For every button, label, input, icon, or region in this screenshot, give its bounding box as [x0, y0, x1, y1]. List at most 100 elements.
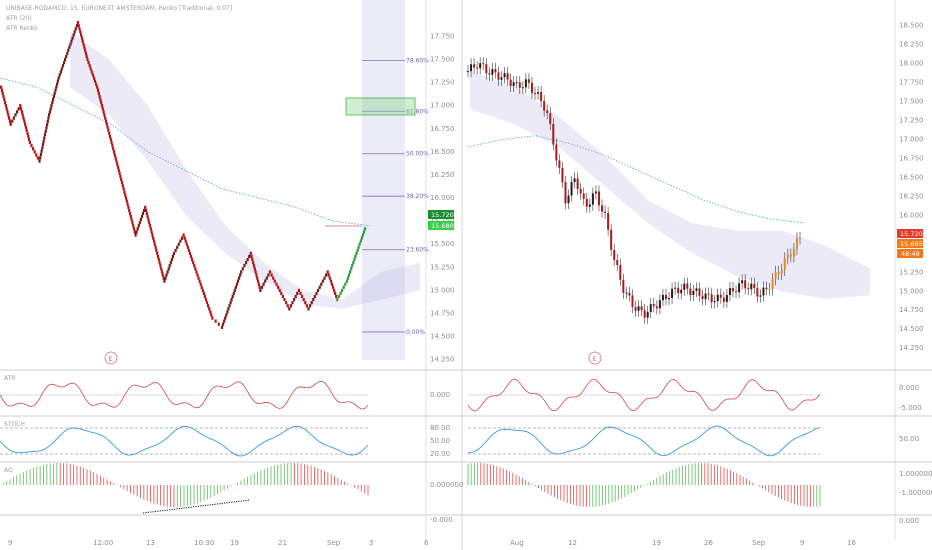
left-fib-label: 50.00% — [406, 151, 429, 158]
left-renko-brick — [203, 294, 206, 299]
left-renko-brick — [240, 270, 243, 274]
left-renko-brick — [50, 104, 53, 108]
right-candle-body — [601, 205, 604, 212]
left-chart[interactable]: 78.60% 61.80% 50.00% 38.20% 23.60% 0.00% UNIB… — [0, 0, 455, 540]
left-last-price-tag — [428, 210, 454, 219]
right-candle-body — [762, 287, 765, 296]
left-renko-brick — [59, 70, 62, 74]
left-renko-brick — [39, 156, 42, 160]
left-renko-brick — [52, 98, 55, 102]
right-candle-body — [561, 167, 564, 183]
left-renko-brick — [47, 116, 50, 120]
left-renko-brick — [201, 288, 204, 292]
left-renko-brick — [278, 288, 281, 292]
left-renko-brick — [158, 261, 161, 265]
left-renko-brick — [93, 79, 97, 83]
left-renko-brick — [345, 279, 348, 283]
left-renko-brick — [38, 159, 41, 163]
left-renko-brick — [186, 245, 189, 249]
left-renko-brick — [272, 276, 275, 280]
left-renko-brick — [0, 85, 3, 89]
right-candle-body — [722, 297, 725, 302]
right-candle-body — [482, 63, 485, 65]
indicator-tick: 80.00 — [430, 424, 450, 432]
right-time-label: 19 — [652, 539, 661, 547]
left-renko-brick — [65, 54, 68, 59]
right-candle-body — [792, 249, 795, 257]
left-renko-brick — [223, 319, 226, 323]
left-time-label: 21 — [278, 539, 287, 547]
left-renko-brick — [45, 126, 48, 130]
left-fib-label: 61.80% — [406, 108, 429, 115]
right-candle-body — [485, 64, 488, 74]
right-chart[interactable]: 18.500 18.250 18.000 17.750 17.500 17.250 17.0… — [467, 0, 924, 540]
right-candle-body — [640, 306, 643, 311]
left-renko-brick — [100, 104, 104, 108]
left-renko-brick — [137, 224, 140, 228]
left-renko-brick — [209, 310, 212, 314]
right-event-marker[interactable] — [588, 351, 602, 365]
right-candle-body — [661, 294, 664, 301]
left-renko-brick — [104, 116, 107, 120]
right-candle-body — [479, 63, 482, 69]
left-renko-brick — [120, 181, 124, 185]
left-renko-brick — [280, 291, 283, 295]
left-renko-brick — [71, 36, 74, 40]
right-candle-body — [741, 280, 744, 284]
left-renko-brick — [357, 245, 360, 249]
left-renko-brick — [296, 291, 299, 295]
left-renko-brick — [147, 218, 150, 222]
left-renko-brick — [8, 119, 11, 123]
right-candle-body — [506, 73, 509, 80]
left-renko-brick — [72, 33, 75, 37]
left-renko-brick — [262, 282, 265, 286]
left-renko-brick — [22, 116, 25, 120]
right-candle-body — [537, 92, 540, 94]
left-fib-retracement: 78.60% 61.80% 50.00% 38.20% 23.60% 0.00% — [362, 57, 429, 336]
right-ichimoku-cloud — [470, 71, 870, 299]
left-renko-brick — [107, 128, 110, 132]
right-candle-body — [744, 280, 747, 289]
left-renko-brick — [347, 273, 351, 277]
left-renko-brick — [318, 285, 321, 289]
left-renko-brick — [3, 98, 6, 102]
indicator-tick: 0.000 — [899, 384, 919, 392]
left-renko-brick — [226, 310, 229, 314]
right-candle-body — [567, 195, 570, 204]
left-renko-brick — [161, 273, 164, 277]
left-renko-brick — [4, 104, 7, 108]
right-price-tick: 14.750 — [899, 306, 924, 314]
left-price-tick: 14.250 — [430, 356, 455, 364]
left-event-marker[interactable] — [104, 351, 118, 365]
right-time-label: 12 — [568, 539, 577, 547]
left-renko-brick — [330, 282, 333, 286]
right-price-tick: 15.000 — [899, 287, 924, 295]
left-renko-bricks — [0, 21, 367, 329]
left-renko-brick — [116, 165, 120, 169]
left-renko-brick — [57, 76, 60, 80]
right-candle-body — [576, 178, 579, 189]
left-renko-brick — [112, 147, 115, 151]
right-candle-body — [789, 254, 792, 257]
right-candle-body — [731, 288, 734, 292]
left-renko-brick — [123, 190, 126, 194]
left-target-zone[interactable] — [345, 97, 416, 116]
left-renko-brick — [239, 273, 242, 277]
left-renko-brick — [236, 279, 240, 283]
indicator-tick: 0.000 — [430, 391, 450, 399]
right-candle-body — [588, 204, 591, 207]
left-renko-brick — [172, 251, 176, 255]
right-candle-body — [750, 283, 753, 290]
left-renko-brick — [133, 230, 136, 234]
left-renko-brick — [315, 291, 318, 295]
left-renko-brick — [74, 27, 77, 31]
left-renko-brick — [275, 282, 278, 286]
right-candle-body — [549, 113, 552, 125]
left-renko-brick — [55, 85, 58, 89]
right-candle-body — [668, 297, 671, 300]
left-renko-brick — [232, 291, 235, 295]
right-candle-body — [728, 288, 731, 296]
left-renko-brick — [91, 73, 94, 77]
